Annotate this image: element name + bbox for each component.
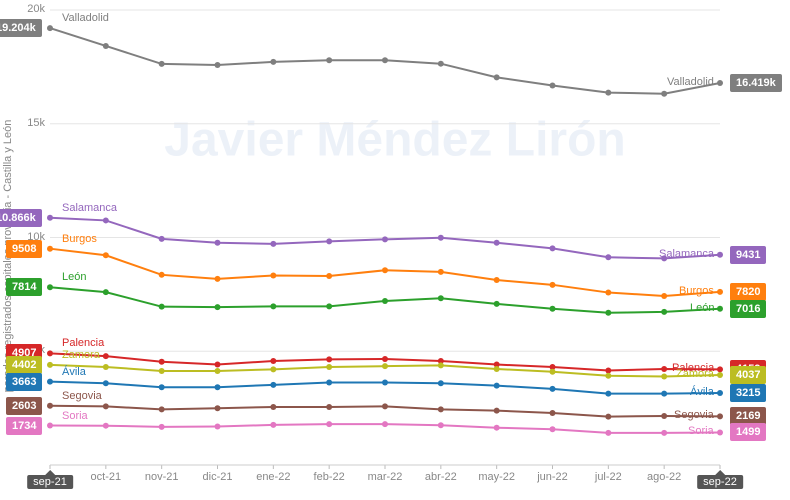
- series-start-name: Salamanca: [62, 202, 117, 214]
- series-end-name: León: [690, 302, 714, 314]
- x-tick-label: ago-22: [647, 471, 681, 483]
- series-start-name: Palencia: [62, 337, 104, 349]
- series-end-name: Burgos: [679, 285, 714, 297]
- series-start-flag: 2603: [6, 397, 42, 415]
- series-start-flag: 19.204k: [0, 19, 42, 37]
- x-tick-label: ene-22: [256, 471, 290, 483]
- series-start-flag: 4402: [6, 356, 42, 374]
- series-start-flag: 3663: [6, 373, 42, 391]
- series-start-name: Valladolid: [62, 12, 109, 24]
- x-axis-endpoint-flag: sep-21: [27, 475, 73, 489]
- series-start-name: Zamora: [62, 349, 100, 361]
- series-end-name: Soria: [688, 425, 714, 437]
- series-end-flag: 3215: [730, 384, 766, 402]
- x-tick-label: jun-22: [537, 471, 568, 483]
- series-end-name: Ávila: [690, 386, 714, 398]
- line-chart: parados registrados capitales provincia …: [0, 0, 790, 500]
- series-end-flag: 16.419k: [730, 74, 782, 92]
- x-tick-label: abr-22: [425, 471, 457, 483]
- series-end-name: Valladolid: [667, 76, 714, 88]
- series-end-name: Zamora: [676, 368, 714, 380]
- series-start-name: Soria: [62, 410, 88, 422]
- series-start-name: León: [62, 271, 86, 283]
- series-end-name: Salamanca: [659, 248, 714, 260]
- y-tick-label: 15k: [15, 117, 45, 129]
- series-end-flag: 4037: [730, 366, 766, 384]
- x-tick-label: nov-21: [145, 471, 179, 483]
- series-start-name: Segovia: [62, 390, 102, 402]
- x-tick-label: feb-22: [314, 471, 345, 483]
- x-tick-label: dic-21: [203, 471, 233, 483]
- series-start-name: Burgos: [62, 233, 97, 245]
- y-tick-label: 20k: [15, 3, 45, 15]
- series-start-name: Ávila: [62, 366, 86, 378]
- series-end-flag: 7820: [730, 283, 766, 301]
- series-start-flag: 10.866k: [0, 209, 42, 227]
- series-start-flag: 7814: [6, 278, 42, 296]
- series-start-flag: 9508: [6, 240, 42, 258]
- x-tick-label: oct-21: [91, 471, 122, 483]
- x-tick-label: may-22: [478, 471, 515, 483]
- x-axis-endpoint-flag: sep-22: [697, 475, 743, 489]
- x-tick-label: mar-22: [368, 471, 403, 483]
- series-end-flag: 9431: [730, 246, 766, 264]
- series-end-flag: 1499: [730, 423, 766, 441]
- series-end-name: Segovia: [674, 409, 714, 421]
- x-tick-label: jul-22: [595, 471, 622, 483]
- series-start-flag: 1734: [6, 417, 42, 435]
- series-end-flag: 7016: [730, 300, 766, 318]
